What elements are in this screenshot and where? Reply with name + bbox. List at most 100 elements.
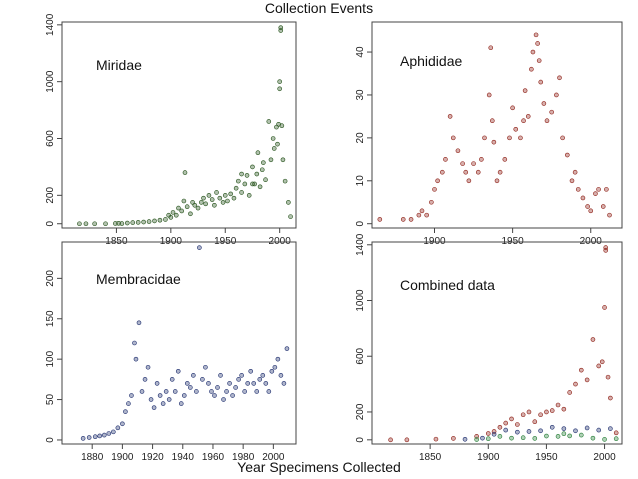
data-point bbox=[80, 436, 86, 441]
data-point bbox=[178, 401, 184, 406]
data-point bbox=[269, 368, 275, 374]
miridae-plot-frame bbox=[61, 21, 297, 229]
data-point bbox=[220, 200, 226, 205]
data-point bbox=[92, 221, 97, 227]
data-point bbox=[605, 374, 611, 380]
data-point bbox=[218, 373, 223, 378]
membracidae-x-tick-label: 1940 bbox=[172, 452, 195, 463]
data-point bbox=[176, 205, 181, 211]
miridae-y-tick-label: 200 bbox=[45, 187, 56, 204]
data-point bbox=[231, 195, 237, 201]
data-point bbox=[145, 364, 151, 370]
data-point bbox=[181, 198, 187, 204]
data-point bbox=[447, 114, 453, 119]
data-point bbox=[227, 381, 232, 386]
aphididae-plot-frame bbox=[371, 21, 623, 229]
data-point bbox=[525, 114, 531, 119]
data-point bbox=[424, 212, 429, 218]
data-point bbox=[200, 377, 205, 382]
data-point bbox=[266, 119, 272, 124]
membracidae-x-tick-label: 1960 bbox=[202, 452, 225, 463]
aphididae-y-tick-label: 10 bbox=[355, 175, 366, 187]
combined-series-membracidae bbox=[462, 424, 613, 442]
data-point bbox=[173, 212, 179, 218]
combined-y-tick-label: 1000 bbox=[355, 289, 366, 312]
data-point bbox=[83, 221, 89, 227]
data-point bbox=[271, 146, 277, 151]
data-point bbox=[509, 435, 514, 441]
data-point bbox=[510, 105, 515, 111]
combined-series-aphididae bbox=[474, 431, 619, 442]
data-point bbox=[490, 118, 495, 124]
membracidae-y-tick-label: 200 bbox=[45, 270, 56, 287]
data-point bbox=[532, 419, 538, 425]
data-point bbox=[400, 217, 406, 222]
data-point bbox=[433, 436, 439, 442]
data-point bbox=[239, 171, 244, 177]
data-point bbox=[607, 212, 612, 218]
data-point bbox=[192, 202, 198, 208]
membracidae-panel-label: Membracidae bbox=[96, 271, 181, 287]
data-point bbox=[479, 157, 484, 162]
data-point bbox=[608, 426, 613, 431]
aphididae-y-tick-label: 30 bbox=[355, 89, 366, 101]
data-point bbox=[480, 435, 485, 441]
combined-panel: 1850 1900 1950 2000 0 200 600 1000 1400 Combined … bbox=[355, 233, 623, 463]
data-point bbox=[184, 204, 190, 209]
data-point bbox=[602, 437, 607, 442]
data-point bbox=[157, 217, 163, 223]
data-point bbox=[602, 305, 607, 310]
data-point bbox=[555, 434, 561, 439]
data-point bbox=[116, 221, 121, 226]
data-point bbox=[275, 356, 281, 362]
data-point bbox=[520, 435, 526, 441]
data-point bbox=[248, 368, 254, 374]
data-point bbox=[572, 169, 578, 175]
data-point bbox=[160, 401, 166, 406]
data-point bbox=[151, 405, 157, 410]
data-point bbox=[125, 220, 130, 226]
data-point bbox=[197, 245, 202, 250]
data-point bbox=[228, 191, 233, 197]
data-point bbox=[222, 193, 228, 198]
data-point bbox=[221, 397, 226, 402]
data-point bbox=[236, 178, 241, 184]
data-point bbox=[522, 88, 528, 93]
data-point bbox=[584, 377, 590, 383]
data-point bbox=[181, 393, 187, 398]
combined-x-tick-label: 1850 bbox=[419, 452, 442, 463]
data-point bbox=[157, 393, 163, 398]
data-point bbox=[596, 427, 602, 433]
combined-x-tick-label: 2000 bbox=[593, 452, 616, 463]
data-point bbox=[111, 429, 116, 435]
data-point bbox=[440, 169, 445, 175]
data-point bbox=[163, 389, 169, 394]
data-point bbox=[520, 412, 526, 418]
data-point bbox=[536, 58, 542, 63]
data-point bbox=[486, 92, 492, 98]
data-point bbox=[242, 181, 248, 187]
data-point bbox=[494, 178, 500, 184]
data-point bbox=[172, 389, 178, 394]
data-point bbox=[485, 436, 491, 442]
data-point bbox=[579, 432, 584, 438]
data-point bbox=[416, 212, 422, 218]
combined-y-tick-label: 0 bbox=[355, 437, 366, 443]
data-point bbox=[579, 367, 584, 373]
data-point bbox=[549, 408, 555, 413]
data-point bbox=[203, 364, 208, 370]
data-point bbox=[278, 25, 284, 30]
data-point bbox=[518, 135, 523, 141]
data-point bbox=[463, 169, 469, 175]
data-point bbox=[585, 204, 590, 209]
data-point bbox=[560, 135, 565, 141]
data-point bbox=[254, 389, 260, 394]
data-point bbox=[142, 377, 148, 382]
data-point bbox=[567, 433, 572, 439]
data-point bbox=[278, 373, 284, 378]
data-point bbox=[239, 190, 244, 195]
data-point bbox=[154, 381, 160, 386]
data-point bbox=[119, 221, 125, 226]
data-point bbox=[188, 385, 193, 390]
